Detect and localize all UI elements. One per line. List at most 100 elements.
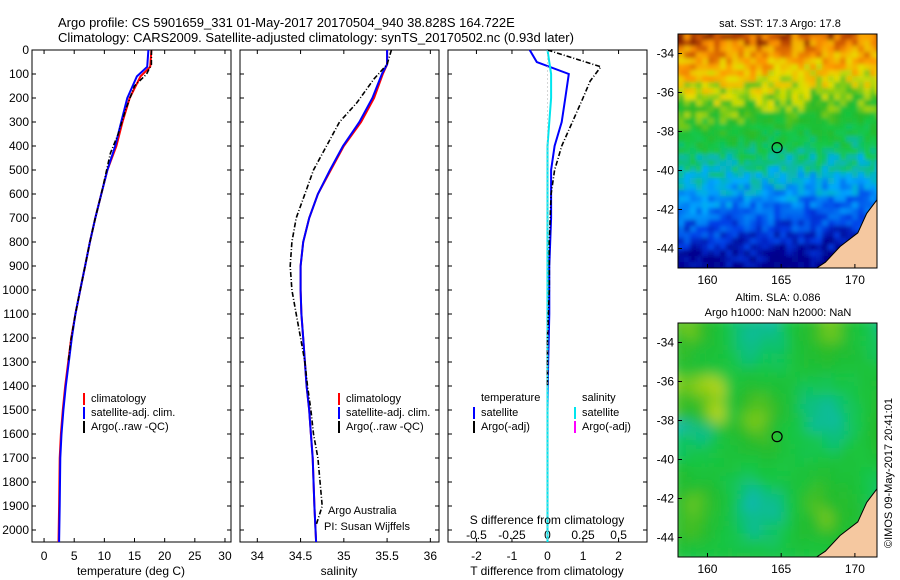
- sst-cell: [786, 106, 793, 113]
- sst-cell: [780, 70, 787, 77]
- sst-cell: [864, 64, 871, 71]
- sst-cell: [678, 172, 685, 179]
- sst-cell: [822, 196, 829, 203]
- sla-cell: [678, 368, 688, 378]
- sst-cell: [882, 70, 889, 77]
- sla-cell: [705, 422, 715, 432]
- sst-cell: [840, 154, 847, 161]
- sla-cell: [750, 422, 760, 432]
- sla-cell: [759, 422, 769, 432]
- x-tick-label: 2: [615, 549, 622, 563]
- sst-cell: [744, 148, 751, 155]
- sla-cell: [714, 359, 724, 369]
- sla-cell: [840, 467, 850, 477]
- sst-cell: [678, 118, 685, 125]
- sst-cell: [762, 40, 769, 47]
- sla-cell: [813, 413, 823, 423]
- sst-cell: [684, 262, 691, 268]
- sla-cell: [705, 521, 715, 531]
- sst-cell: [756, 154, 763, 161]
- sla-cell: [705, 449, 715, 459]
- sst-cell: [756, 40, 763, 47]
- sla-cell: [822, 476, 832, 486]
- sla-cell: [777, 323, 787, 333]
- x-tick-label: 170: [845, 562, 865, 576]
- series-argo-raw-qc-: [67, 50, 153, 363]
- sst-cell: [798, 172, 805, 179]
- sla-cell: [714, 530, 724, 540]
- sst-cell: [774, 148, 781, 155]
- sst-cell: [768, 70, 775, 77]
- sla-cell: [885, 332, 895, 342]
- sst-cell: [732, 58, 739, 65]
- sst-cell: [678, 256, 685, 263]
- sla-cell: [822, 503, 832, 513]
- sla-cell: [759, 341, 769, 351]
- sst-cell: [756, 232, 763, 239]
- sst-cell: [768, 76, 775, 83]
- sst-cell: [870, 40, 877, 47]
- sst-cell: [738, 112, 745, 119]
- sst-cell: [678, 268, 685, 275]
- sla-cell: [840, 323, 850, 333]
- sst-cell: [714, 46, 721, 53]
- sst-cell: [774, 154, 781, 161]
- sst-cell: [858, 34, 865, 41]
- sst-cell: [816, 232, 823, 239]
- sst-cell: [702, 202, 709, 209]
- sst-cell: [726, 202, 733, 209]
- sst-cell: [804, 82, 811, 89]
- sla-cell: [795, 485, 805, 495]
- sla-cell: [822, 521, 832, 531]
- sst-cell: [762, 100, 769, 107]
- sla-cell: [831, 341, 841, 351]
- sst-cell: [678, 40, 685, 47]
- sla-cell: [804, 350, 814, 360]
- sst-cell: [792, 118, 799, 125]
- sst-cell: [690, 70, 697, 77]
- sla-cell: [786, 395, 796, 405]
- sst-cell: [816, 124, 823, 131]
- sst-cell: [768, 232, 775, 239]
- sst-cell: [846, 46, 853, 53]
- sst-cell: [756, 208, 763, 215]
- sst-cell: [864, 130, 871, 137]
- sla-cell: [786, 440, 796, 450]
- sst-cell: [840, 238, 847, 245]
- sst-cell: [714, 64, 721, 71]
- sst-cell: [702, 64, 709, 71]
- sla-cell: [858, 413, 868, 423]
- sla-cell: [849, 341, 859, 351]
- sla-cell: [813, 431, 823, 441]
- sst-cell: [768, 154, 775, 161]
- sst-cell: [696, 262, 703, 268]
- sla-cell: [777, 413, 787, 423]
- sst-cell: [768, 244, 775, 251]
- sst-cell: [768, 148, 775, 155]
- sst-cell: [798, 118, 805, 125]
- sst-cell: [852, 46, 859, 53]
- sst-cell: [690, 238, 697, 245]
- sst-cell: [792, 76, 799, 83]
- sst-cell: [702, 106, 709, 113]
- sla-cell: [768, 530, 778, 540]
- sla-cell: [741, 395, 751, 405]
- x-tick-label: 160: [697, 273, 717, 287]
- sst-cell: [714, 214, 721, 221]
- sst-cell: [774, 178, 781, 185]
- sst-cell: [726, 118, 733, 125]
- sst-cell: [870, 184, 877, 191]
- legend-label-argo: Argo(..raw -QC): [346, 421, 424, 433]
- sst-cell: [768, 256, 775, 263]
- sst-cell: [702, 154, 709, 161]
- sla-cell: [840, 386, 850, 396]
- sst-cell: [690, 172, 697, 179]
- x-tick-label: 25: [188, 549, 202, 563]
- sla-cell: [831, 395, 841, 405]
- sst-cell: [702, 220, 709, 227]
- top-x-tick-label: -0.25: [498, 528, 526, 542]
- sst-cell: [738, 46, 745, 53]
- sst-cell: [828, 100, 835, 107]
- sst-cell: [780, 94, 787, 101]
- sla-cell: [687, 530, 697, 540]
